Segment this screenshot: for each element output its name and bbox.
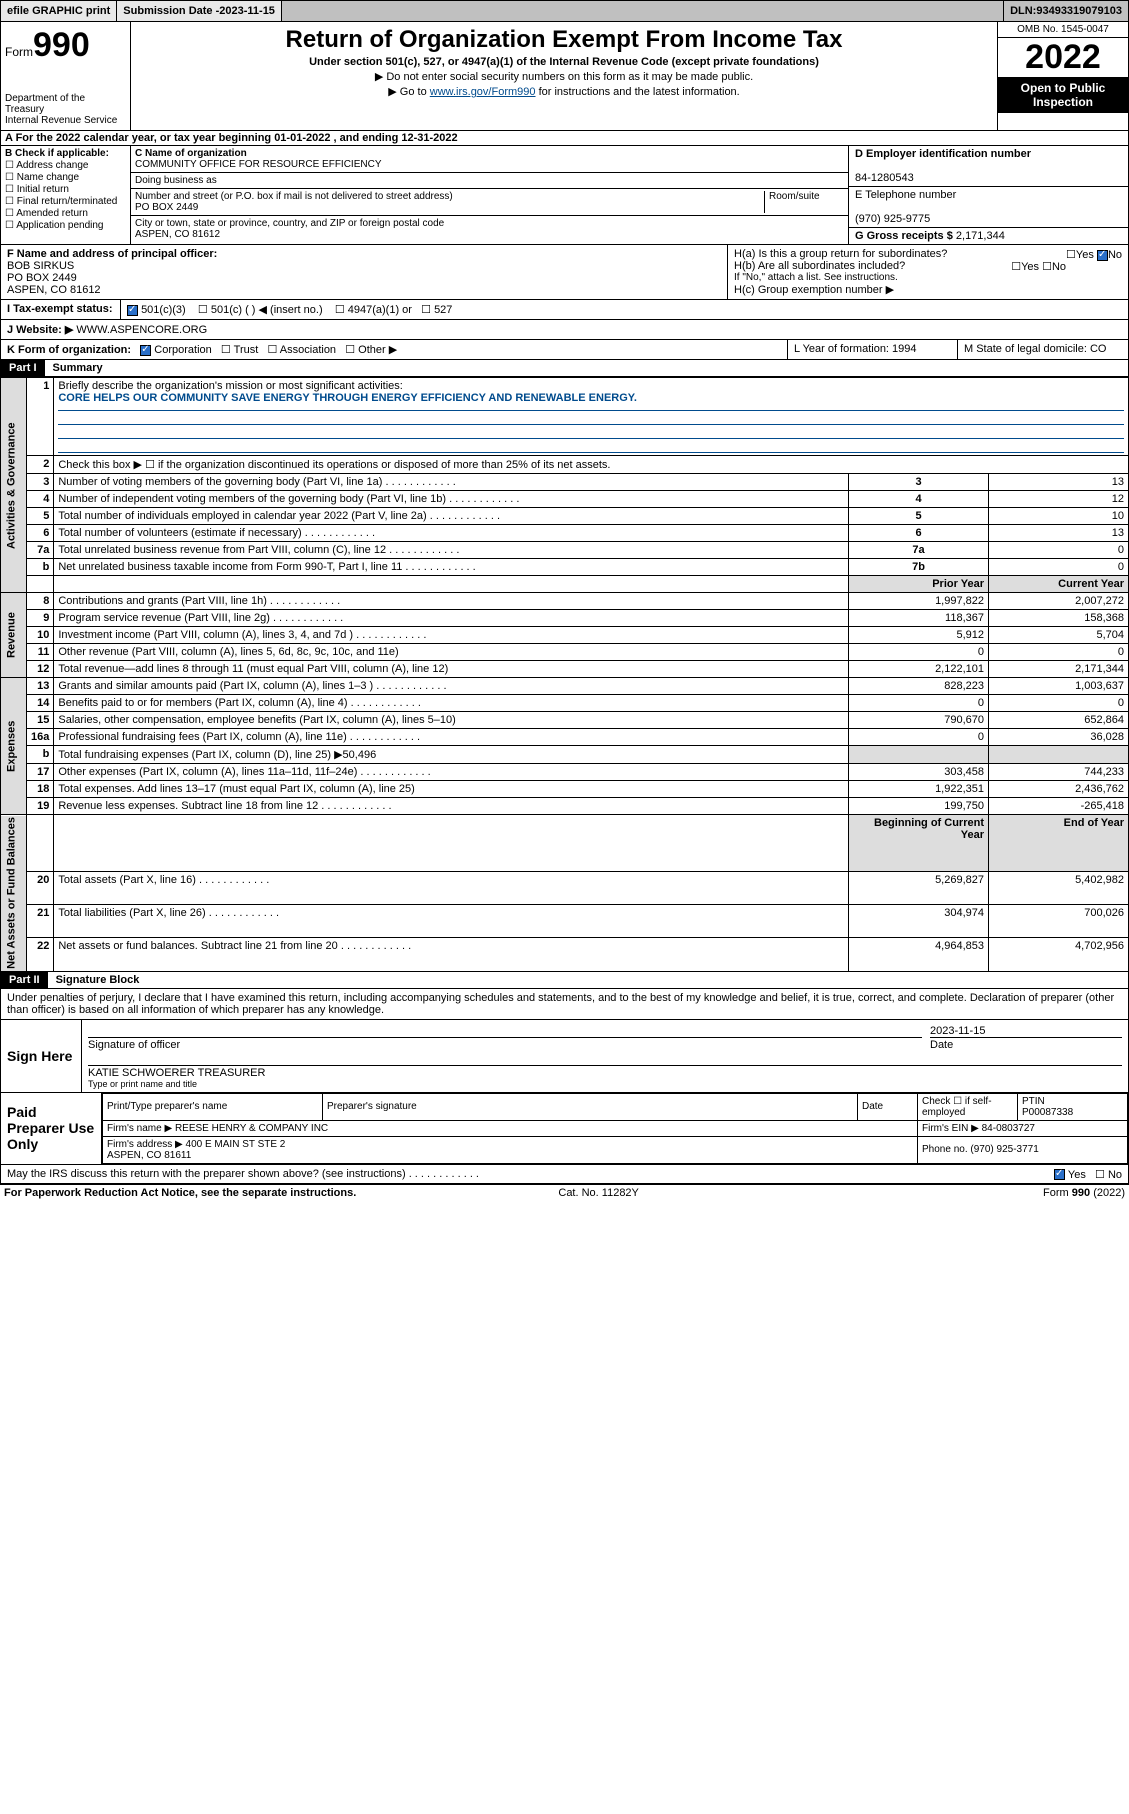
dln: DLN: 93493319079103 <box>1004 1 1128 21</box>
efile-print-button[interactable]: efile GRAPHIC print <box>1 1 117 21</box>
website: WWW.ASPENCORE.ORG <box>76 324 207 336</box>
irs-discuss-row: May the IRS discuss this return with the… <box>1 1164 1128 1183</box>
paid-preparer-label: Paid Preparer Use Only <box>1 1093 101 1164</box>
form-subtitle: Under section 501(c), 527, or 4947(a)(1)… <box>135 56 993 68</box>
ein: 84-1280543 <box>855 172 914 184</box>
row-I: I Tax-exempt status: 501(c)(3) ☐ 501(c) … <box>0 300 1129 320</box>
org-city: ASPEN, CO 81612 <box>135 229 220 240</box>
open-to-public: Open to Public Inspection <box>998 77 1128 113</box>
vlabel-netassets: Net Assets or Fund Balances <box>1 815 27 972</box>
ptin: P00087338 <box>1022 1107 1073 1118</box>
year-formation: L Year of formation: 1994 <box>788 340 958 359</box>
irs-link[interactable]: www.irs.gov/Form990 <box>430 86 536 98</box>
form-header: Form990 Department of the Treasury Inter… <box>0 22 1129 131</box>
vlabel-expenses: Expenses <box>1 678 27 815</box>
top-toolbar: efile GRAPHIC print Submission Date - 20… <box>0 0 1129 22</box>
vlabel-governance: Activities & Governance <box>1 378 27 593</box>
col-B-checkboxes: B Check if applicable: ☐ Address change … <box>1 146 131 244</box>
submission-date: Submission Date - 2023-11-15 <box>117 1 282 21</box>
tax-year: 2022 <box>998 38 1128 77</box>
sign-here-label: Sign Here <box>1 1020 81 1092</box>
perjury-declaration: Under penalties of perjury, I declare th… <box>1 989 1128 1019</box>
row-J: J Website: ▶ WWW.ASPENCORE.ORG <box>0 320 1129 340</box>
officer-signature-name: KATIE SCHWOERER TREASURER <box>88 1067 1122 1079</box>
paid-preparer-table: Print/Type preparer's namePreparer's sig… <box>102 1093 1128 1164</box>
row-F-H: F Name and address of principal officer:… <box>0 245 1129 300</box>
chk-corporation[interactable] <box>140 345 151 356</box>
summary-table: Activities & Governance 1 Briefly descri… <box>0 377 1129 972</box>
section-BCD: B Check if applicable: ☐ Address change … <box>0 146 1129 245</box>
vlabel-revenue: Revenue <box>1 593 27 678</box>
page-footer: For Paperwork Reduction Act Notice, see … <box>0 1184 1129 1201</box>
chk-name-change[interactable]: ☐ Name change <box>5 172 126 183</box>
chk-amended[interactable]: ☐ Amended return <box>5 208 126 219</box>
chk-initial-return[interactable]: ☐ Initial return <box>5 184 126 195</box>
signature-block: Under penalties of perjury, I declare th… <box>0 989 1129 1184</box>
omb-number: OMB No. 1545-0047 <box>998 22 1128 38</box>
toolbar-spacer <box>282 1 1004 21</box>
form-note-ssn: ▶ Do not enter social security numbers o… <box>135 70 993 83</box>
telephone: (970) 925-9775 <box>855 213 930 225</box>
mission-statement: CORE HELPS OUR COMMUNITY SAVE ENERGY THR… <box>58 392 1124 411</box>
org-name: COMMUNITY OFFICE FOR RESOURCE EFFICIENCY <box>135 159 382 170</box>
form-title: Return of Organization Exempt From Incom… <box>135 26 993 54</box>
row-K: K Form of organization: Corporation ☐ Tr… <box>0 340 1129 360</box>
part-II-header: Part IISignature Block <box>0 972 1129 989</box>
chk-501c3[interactable] <box>127 305 138 316</box>
state-domicile: M State of legal domicile: CO <box>958 340 1128 359</box>
part-I-header: Part ISummary <box>0 360 1129 377</box>
org-address: PO BOX 2449 <box>135 202 198 213</box>
officer-name: BOB SIRKUS <box>7 260 74 272</box>
dept-treasury: Department of the Treasury Internal Reve… <box>5 93 126 126</box>
firm-phone: (970) 925-3771 <box>970 1144 1038 1155</box>
chk-app-pending[interactable]: ☐ Application pending <box>5 220 126 231</box>
chk-discuss-yes[interactable] <box>1054 1169 1065 1180</box>
firm-name: REESE HENRY & COMPANY INC <box>175 1123 328 1134</box>
chk-address-change[interactable]: ☐ Address change <box>5 160 126 171</box>
line-A: A For the 2022 calendar year, or tax yea… <box>0 131 1129 146</box>
chk-final-return[interactable]: ☐ Final return/terminated <box>5 196 126 207</box>
form-number: Form990 <box>5 26 126 65</box>
firm-ein: 84-0803727 <box>982 1123 1035 1134</box>
form-note-link: ▶ Go to www.irs.gov/Form990 for instruct… <box>135 85 993 98</box>
gross-receipts: 2,171,344 <box>956 230 1005 242</box>
